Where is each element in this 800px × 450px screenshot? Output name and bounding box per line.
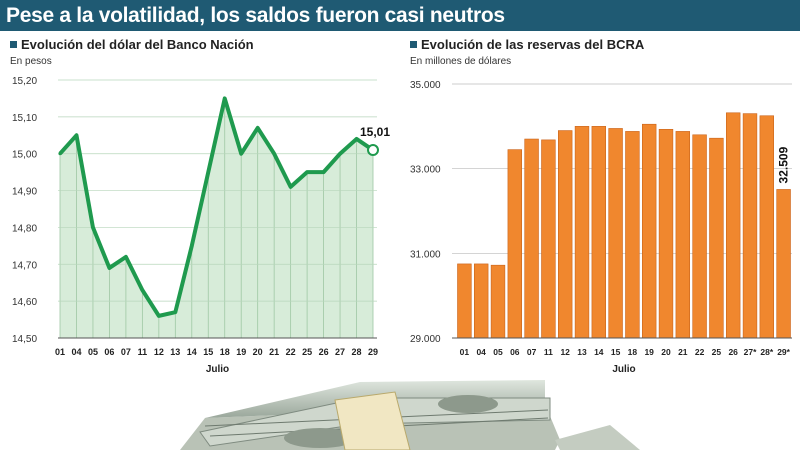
data-point: [140, 288, 144, 292]
x-tick-label: 20: [661, 347, 671, 357]
x-tick-label: 19: [644, 347, 654, 357]
data-point: [305, 170, 309, 174]
x-tick-label: 05: [88, 347, 98, 357]
data-point: [272, 152, 276, 156]
y-tick-label: 14,50: [12, 334, 37, 345]
y-tick-label: 14,60: [12, 297, 37, 308]
x-tick-label: 04: [71, 347, 81, 357]
data-point: [355, 137, 359, 141]
x-tick-label: 26: [728, 347, 738, 357]
y-tick-label: 15,20: [12, 76, 37, 87]
data-point: [91, 225, 95, 229]
x-tick-label: 06: [104, 347, 114, 357]
x-tick-label: 28: [352, 347, 362, 357]
x-tick-label: 01: [460, 347, 470, 357]
headline: Pese a la volatilidad, los saldos fueron…: [0, 0, 800, 31]
x-tick-label: 07: [527, 347, 537, 357]
data-point: [289, 185, 293, 189]
x-tick-label: 14: [187, 347, 197, 357]
data-point: [256, 126, 260, 130]
x-tick-label: 15: [203, 347, 213, 357]
y-tick-label: 31.000: [410, 249, 441, 260]
x-tick-label: 29: [368, 347, 378, 357]
x-axis-label: Julio: [206, 364, 229, 375]
x-tick-label: 15: [611, 347, 621, 357]
dollar-chart-subtitle: En pesos: [10, 56, 52, 67]
reserves-chart-subtitle: En millones de dólares: [410, 56, 512, 67]
x-tick-label: 04: [476, 347, 486, 357]
x-tick-label: 27: [335, 347, 345, 357]
data-point: [124, 255, 128, 259]
x-tick-label: 25: [712, 347, 722, 357]
dollar-line-chart: 15,20 15,10 15,00 14,90 14,80 14,70 14,60 14,50…: [12, 76, 390, 375]
x-axis-label: Julio: [612, 364, 635, 375]
data-point: [206, 170, 210, 174]
data-point: [173, 310, 177, 314]
data-point: [58, 152, 62, 156]
data-point: [157, 314, 161, 318]
x-tick-label: 11: [544, 347, 553, 357]
y-tick-label: 14,70: [12, 260, 37, 271]
x-tick-label: 25: [302, 347, 312, 357]
y-tick-label: 29.000: [410, 334, 441, 345]
data-point: [338, 152, 342, 156]
last-value-label: 32.509: [777, 146, 791, 183]
bullet-square-icon: [10, 41, 17, 48]
x-tick-label: 21: [678, 347, 688, 357]
dollar-chart-title: Evolución del dólar del Banco Nación: [10, 37, 254, 52]
x-tick-label: 12: [560, 347, 570, 357]
data-point: [190, 244, 194, 248]
bullet-square-icon: [410, 41, 417, 48]
y-tick-label: 15,10: [12, 113, 37, 124]
x-tick-label: 12: [154, 347, 164, 357]
x-tick-label: 21: [269, 347, 279, 357]
x-tick-label: 01: [55, 347, 65, 357]
y-tick-label: 33.000: [410, 165, 441, 176]
data-point: [367, 144, 379, 157]
reserves-bar-chart: 35.000 33.000 31.000 29.000 32.509 01 04 05 06 07…: [410, 80, 792, 375]
y-tick-label: 14,90: [12, 187, 37, 198]
y-tick-label: 14,80: [12, 223, 37, 234]
x-tick-label: 22: [695, 347, 705, 357]
area-fill: [60, 98, 373, 338]
reserves-chart-title-text: Evolución de las reservas del BCRA: [421, 37, 645, 52]
y-tick-label: 35.000: [410, 80, 441, 91]
dollar-series-line: [58, 96, 375, 318]
x-tick-label: 20: [253, 347, 263, 357]
x-tick-label: 11: [138, 347, 148, 357]
x-tick-label: 18: [220, 347, 230, 357]
x-tick-label: 22: [286, 347, 296, 357]
x-tick-label: 07: [121, 347, 131, 357]
reserves-chart-title: Evolución de las reservas del BCRA: [410, 37, 644, 52]
x-tick-label: 19: [236, 347, 246, 357]
x-tick-label: 13: [577, 347, 587, 357]
data-point: [239, 152, 243, 156]
x-tick-label: 18: [628, 347, 638, 357]
data-point: [322, 170, 326, 174]
x-tick-label: 13: [170, 347, 180, 357]
y-tick-label: 15,00: [12, 150, 37, 161]
x-tick-label: 14: [594, 347, 604, 357]
x-tick-label: 28*: [760, 347, 773, 357]
data-point: [74, 133, 78, 137]
data-point: [107, 266, 111, 270]
data-point: [223, 96, 227, 100]
dollar-chart-title-text: Evolución del dólar del Banco Nación: [21, 37, 254, 52]
last-value-label: 15,01: [360, 125, 390, 139]
x-tick-label: 29*: [777, 347, 790, 357]
x-tick-label: 05: [493, 347, 503, 357]
x-tick-label: 26: [319, 347, 329, 357]
x-tick-label: 27*: [744, 347, 757, 357]
x-tick-label: 06: [510, 347, 520, 357]
